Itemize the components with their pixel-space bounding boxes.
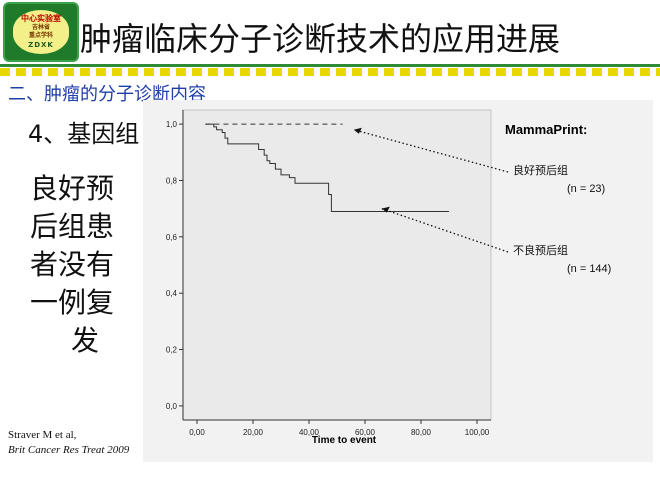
slide-title: 肿瘤临床分子诊断技术的应用进展 — [80, 20, 561, 58]
title-underline — [0, 64, 660, 67]
y-tick-label: 0,2 — [166, 346, 178, 355]
citation-authors: Straver M et al, — [8, 429, 77, 441]
annotation-arrowhead-good — [353, 127, 362, 134]
y-tick-label: 0,8 — [166, 176, 178, 185]
legend-n-poor: (n = 144) — [567, 263, 611, 275]
logo: 中心实验室 吉林省 重点学科 ZDXK — [3, 2, 79, 62]
chart-panel: 0,00 20,00 40,00 60,00 80,00 100,00 0,0 0,2 0,4 0… — [143, 100, 653, 462]
citation-journal: Brit Cancer Res Treat 2009 — [8, 444, 130, 456]
logo-text-2: 吉林省 — [31, 24, 50, 31]
decorative-dash-rule — [0, 68, 660, 76]
y-tick-label: 0,4 — [166, 289, 178, 298]
x-axis-label: Time to event — [312, 435, 377, 446]
body-line-3: 者没有 — [30, 248, 115, 281]
logo-text-1: 中心实验室 — [21, 14, 61, 23]
y-tick-label: 1,0 — [166, 120, 178, 129]
legend-n-good: (n = 23) — [567, 183, 605, 195]
annotation-arrowhead-poor — [381, 206, 390, 213]
x-tick-label: 60,00 — [355, 428, 376, 437]
annotation-arrow-good — [353, 129, 509, 173]
body-line-2: 后组患 — [30, 210, 115, 243]
body-line-4: 一例复 — [30, 286, 115, 319]
logo-emblem: 中心实验室 吉林省 重点学科 ZDXK — [13, 10, 69, 54]
x-tick-label: 100,00 — [465, 428, 490, 437]
body-line-1: 良好预 — [30, 172, 115, 205]
y-tick-label: 0,0 — [166, 402, 178, 411]
logo-text-4: ZDXK — [28, 41, 54, 49]
chart-marks — [205, 123, 449, 212]
y-tick-label: 0,6 — [166, 233, 178, 242]
x-tick-label: 0,00 — [189, 428, 205, 437]
body-text: 良好预 后组患 者没有 一例复 发 — [30, 170, 140, 360]
x-tick-label: 40,00 — [299, 428, 320, 437]
citation: Straver M et al, Brit Cancer Res Treat 2… — [8, 428, 129, 458]
chart-title: MammaPrint: — [505, 122, 587, 137]
logo-text-3: 重点学科 — [28, 32, 53, 39]
body-line-5: 发 — [70, 324, 99, 357]
plot-area — [182, 109, 492, 421]
series-line-poor-prognosis — [205, 123, 449, 212]
section-heading: 二、肿瘤的分子诊断内容 — [8, 84, 206, 105]
chart-axes: 0,00 20,00 40,00 60,00 80,00 100,00 0,0 0,2 0,4 0… — [166, 110, 491, 437]
x-tick-label: 80,00 — [411, 428, 432, 437]
survival-chart: 0,00 20,00 40,00 60,00 80,00 100,00 0,0 0,2 0,4 0… — [166, 109, 611, 446]
x-tick-label: 20,00 — [243, 428, 264, 437]
legend-label-poor: 不良预后组 — [513, 243, 568, 257]
legend-label-good: 良好预后组 — [513, 163, 568, 177]
chart-annotations: 良好预后组 (n = 23) 不良预后组 (n = 144) — [353, 127, 611, 275]
subheading: 4、基因组 — [28, 120, 140, 148]
